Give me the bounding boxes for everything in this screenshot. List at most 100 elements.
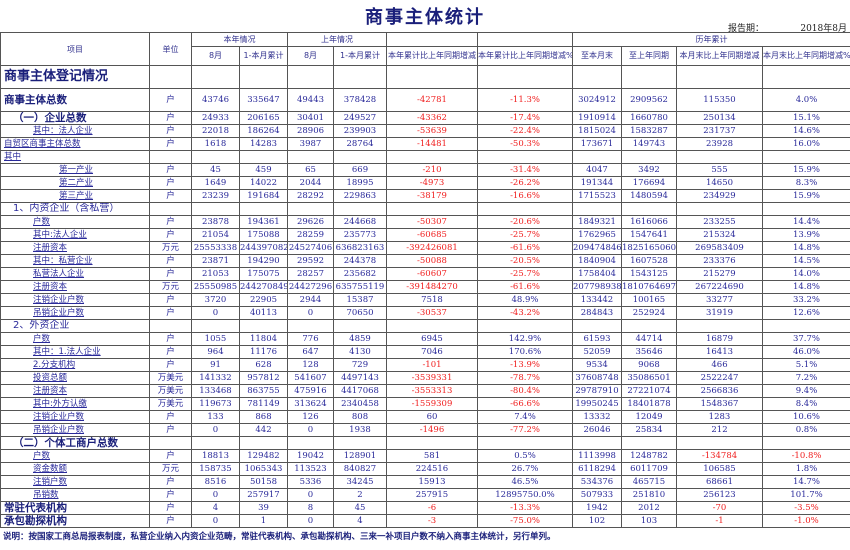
cell-value: 70650 bbox=[333, 306, 387, 320]
cell-value: 26.7% bbox=[477, 462, 573, 476]
cell-value: 31919 bbox=[676, 306, 763, 320]
cell-value: -31.4% bbox=[477, 163, 573, 177]
cell-value: -43362 bbox=[386, 111, 478, 125]
table-row: （二）个体工商户总数 bbox=[0, 436, 850, 450]
cell-value: 2522247 bbox=[676, 371, 763, 385]
cell-value: -3553313 bbox=[386, 384, 478, 398]
header-month-end-change: 本月末比上年同期增减 bbox=[676, 46, 763, 66]
cell-value: 244668 bbox=[333, 215, 387, 229]
cell-value: 257917 bbox=[239, 488, 288, 502]
cell-value bbox=[386, 65, 478, 89]
cell-value: 0 bbox=[287, 423, 334, 437]
cell-value: 16.0% bbox=[762, 137, 850, 151]
table-row: 第二产业户 1649 14022 2044 18995 -4973 -26.2% 191344… bbox=[0, 176, 850, 190]
cell-value: 3024912 bbox=[572, 88, 622, 112]
table-row: 注销企业户数户 3720 22905 2944 15387 7518 48.9% 133442… bbox=[0, 293, 850, 307]
cell-value: 964 bbox=[191, 345, 240, 359]
cell-value: 7518 bbox=[386, 293, 478, 307]
cell-value: 1548367 bbox=[676, 397, 763, 411]
cell-value: -17.4% bbox=[477, 111, 573, 125]
cell-value: -20.5% bbox=[477, 254, 573, 268]
cell-value bbox=[477, 436, 573, 450]
cell-value: 10.6% bbox=[762, 410, 850, 424]
cell-value bbox=[477, 65, 573, 89]
cell-value: 6118294 bbox=[572, 462, 622, 476]
cell-value bbox=[333, 319, 387, 333]
row-unit: 户 bbox=[149, 163, 192, 177]
row-unit: 户 bbox=[149, 111, 192, 125]
cell-value: 249527 bbox=[333, 111, 387, 125]
row-unit: 户 bbox=[149, 176, 192, 190]
cell-value: 14.6% bbox=[762, 124, 850, 138]
cell-value: 45 bbox=[191, 163, 240, 177]
cell-value: -392426081 bbox=[386, 241, 478, 255]
cell-value: 0.5% bbox=[477, 449, 573, 463]
cell-value: 24933 bbox=[191, 111, 240, 125]
cell-value bbox=[333, 65, 387, 89]
cell-value bbox=[676, 65, 763, 89]
cell-value: 235682 bbox=[333, 267, 387, 281]
cell-value: 647 bbox=[287, 345, 334, 359]
cell-value: 21053 bbox=[191, 267, 240, 281]
cell-value: 1055 bbox=[191, 332, 240, 346]
footnote: 说明：按国家工商总局报表制度，私营企业纳入内资企业范畴，常驻代表机构、承包勘探机… bbox=[3, 532, 556, 542]
cell-value: 102 bbox=[572, 514, 622, 528]
cell-value bbox=[621, 319, 677, 333]
row-unit bbox=[149, 202, 192, 216]
cell-value: 8.3% bbox=[762, 176, 850, 190]
cell-value: 442 bbox=[239, 423, 288, 437]
cell-value: 142.9% bbox=[477, 332, 573, 346]
cell-value bbox=[762, 319, 850, 333]
row-label: 注销户数 bbox=[0, 475, 150, 489]
statistics-table: 项目 单位 本年情况 上年情况 历年累计 8月 1-本月累计 8月 1-本月累计… bbox=[0, 32, 850, 528]
cell-value: 15913 bbox=[386, 475, 478, 489]
cell-value: 8 bbox=[287, 501, 334, 515]
row-unit: 户 bbox=[149, 358, 192, 372]
cell-value bbox=[239, 319, 288, 333]
cell-value bbox=[762, 436, 850, 450]
cell-value: 2566836 bbox=[676, 384, 763, 398]
cell-value: 9534 bbox=[572, 358, 622, 372]
page-title: 商事主体统计 bbox=[365, 7, 485, 28]
cell-value: 141332 bbox=[191, 371, 240, 385]
cell-value: 2340458 bbox=[333, 397, 387, 411]
cell-value: 1616066 bbox=[621, 215, 677, 229]
cell-value: 8516 bbox=[191, 475, 240, 489]
cell-value: 229863 bbox=[333, 189, 387, 203]
row-label: 吊销数 bbox=[0, 488, 150, 502]
cell-value: 133468 bbox=[191, 384, 240, 398]
table-row: 其中：1.法人企业户 964 11176 647 4130 7046 170.6% 52059… bbox=[0, 345, 850, 359]
cell-value: 231737 bbox=[676, 124, 763, 138]
row-label: 注册资本 bbox=[0, 384, 150, 398]
cell-value bbox=[572, 202, 622, 216]
row-label: 承包勘探机构 bbox=[0, 514, 150, 528]
cell-value: 29626 bbox=[287, 215, 334, 229]
cell-value: 206165 bbox=[239, 111, 288, 125]
cell-value: 4497143 bbox=[333, 371, 387, 385]
cell-value: -80.4% bbox=[477, 384, 573, 398]
cell-value: 269583409 bbox=[676, 241, 763, 255]
table-row: 商事主体总数户 43746 335647 49443 378428 -42781 -11.3… bbox=[0, 88, 850, 112]
cell-value: 3987 bbox=[287, 137, 334, 151]
row-unit: 户 bbox=[149, 293, 192, 307]
row-unit: 户 bbox=[149, 267, 192, 281]
cell-value: 1942 bbox=[572, 501, 622, 515]
cell-value: 1840904 bbox=[572, 254, 622, 268]
cell-value bbox=[287, 65, 334, 89]
row-label: 注册资本 bbox=[0, 241, 150, 255]
cell-value: 7.2% bbox=[762, 371, 850, 385]
cell-value: -60607 bbox=[386, 267, 478, 281]
cell-value: 14.0% bbox=[762, 267, 850, 281]
cell-value: 12.6% bbox=[762, 306, 850, 320]
row-label: 吊销企业户数 bbox=[0, 423, 150, 437]
cell-value: 43746 bbox=[191, 88, 240, 112]
cell-value: 68661 bbox=[676, 475, 763, 489]
row-unit bbox=[149, 319, 192, 333]
cell-value: -11.3% bbox=[477, 88, 573, 112]
row-label: 投资总额 bbox=[0, 371, 150, 385]
cell-value bbox=[762, 65, 850, 89]
cell-value: 23239 bbox=[191, 189, 240, 203]
cell-value: 244270849 bbox=[239, 280, 288, 294]
cell-value: 729 bbox=[333, 358, 387, 372]
cell-value: 91 bbox=[191, 358, 240, 372]
